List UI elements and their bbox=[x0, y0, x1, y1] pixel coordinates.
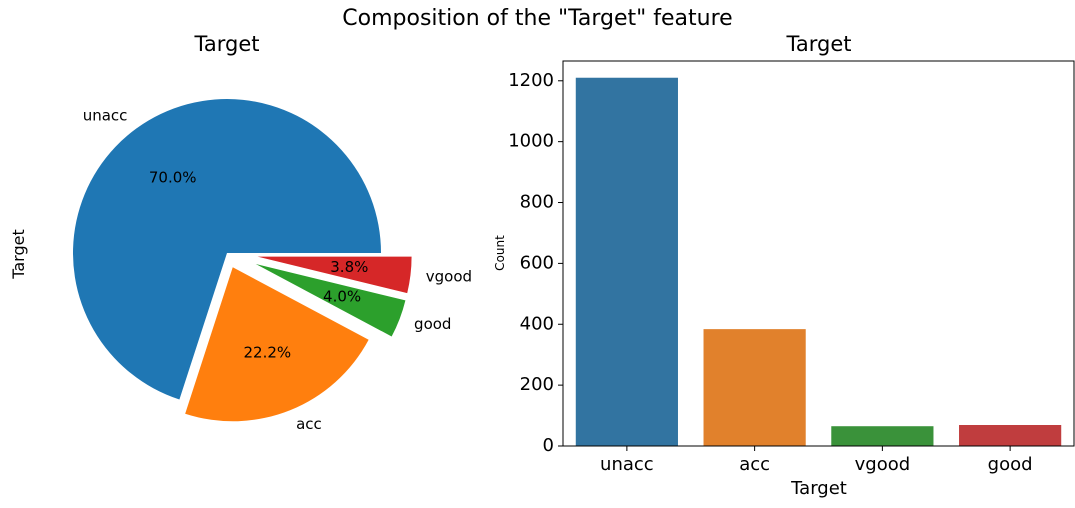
bar-bars bbox=[575, 77, 1062, 446]
bar-good bbox=[959, 425, 1062, 446]
pie-label-acc: acc bbox=[296, 415, 322, 433]
pie-slice-acc bbox=[185, 267, 369, 422]
pie-slice-vgood bbox=[257, 256, 412, 294]
y-tick-label: 200 bbox=[520, 374, 554, 395]
y-tick-label: 800 bbox=[520, 192, 554, 213]
x-tick-label-vgood: vgood bbox=[855, 454, 911, 475]
x-tick-label-unacc: unacc bbox=[600, 454, 654, 475]
x-tick-label-acc: acc bbox=[739, 454, 770, 475]
pie-pct-unacc: 70.0% bbox=[149, 169, 197, 187]
pie-pct-vgood: 3.8% bbox=[330, 258, 368, 276]
bar-title: Target bbox=[786, 32, 852, 56]
pie-slice-good bbox=[255, 263, 406, 337]
y-tick-label: 600 bbox=[520, 252, 554, 273]
bar-chart: Target 0 200 400 600 800 1000 1200 unacc acc vgo… bbox=[493, 32, 1075, 499]
pie-label-unacc: unacc bbox=[83, 106, 128, 124]
pie-chart: Target Target unacc 70.0% acc 22.2% good 4.0%… bbox=[9, 32, 472, 433]
y-tick-label: 1000 bbox=[508, 131, 554, 152]
pie-ylabel: Target bbox=[9, 229, 28, 280]
y-tick-label: 0 bbox=[543, 435, 554, 456]
pie-slice-unacc bbox=[73, 99, 381, 400]
figure-suptitle: Composition of the "Target" feature bbox=[342, 6, 733, 31]
pie-label-vgood: vgood bbox=[426, 267, 472, 285]
pie-label-good: good bbox=[414, 315, 451, 333]
bar-x-ticks: unacc acc vgood good bbox=[600, 446, 1033, 475]
bar-vgood bbox=[831, 426, 934, 446]
bar-xlabel: Target bbox=[790, 478, 847, 499]
bar-ylabel: Count bbox=[493, 235, 507, 271]
bar-acc bbox=[703, 329, 806, 446]
pie-slices bbox=[73, 99, 412, 422]
bar-plot-frame bbox=[562, 60, 1075, 447]
pie-pct-acc: 22.2% bbox=[243, 343, 291, 361]
pie-title: Target bbox=[194, 32, 260, 56]
y-tick-label: 1200 bbox=[508, 70, 554, 91]
y-tick-label: 400 bbox=[520, 313, 554, 334]
x-tick-label-good: good bbox=[988, 454, 1033, 475]
pie-pct-good: 4.0% bbox=[323, 287, 361, 305]
pie-labels: unacc 70.0% acc 22.2% good 4.0% vgood 3.8% bbox=[83, 106, 472, 432]
bar-y-ticks: 0 200 400 600 800 1000 1200 bbox=[508, 70, 563, 456]
bar-unacc bbox=[575, 77, 678, 446]
